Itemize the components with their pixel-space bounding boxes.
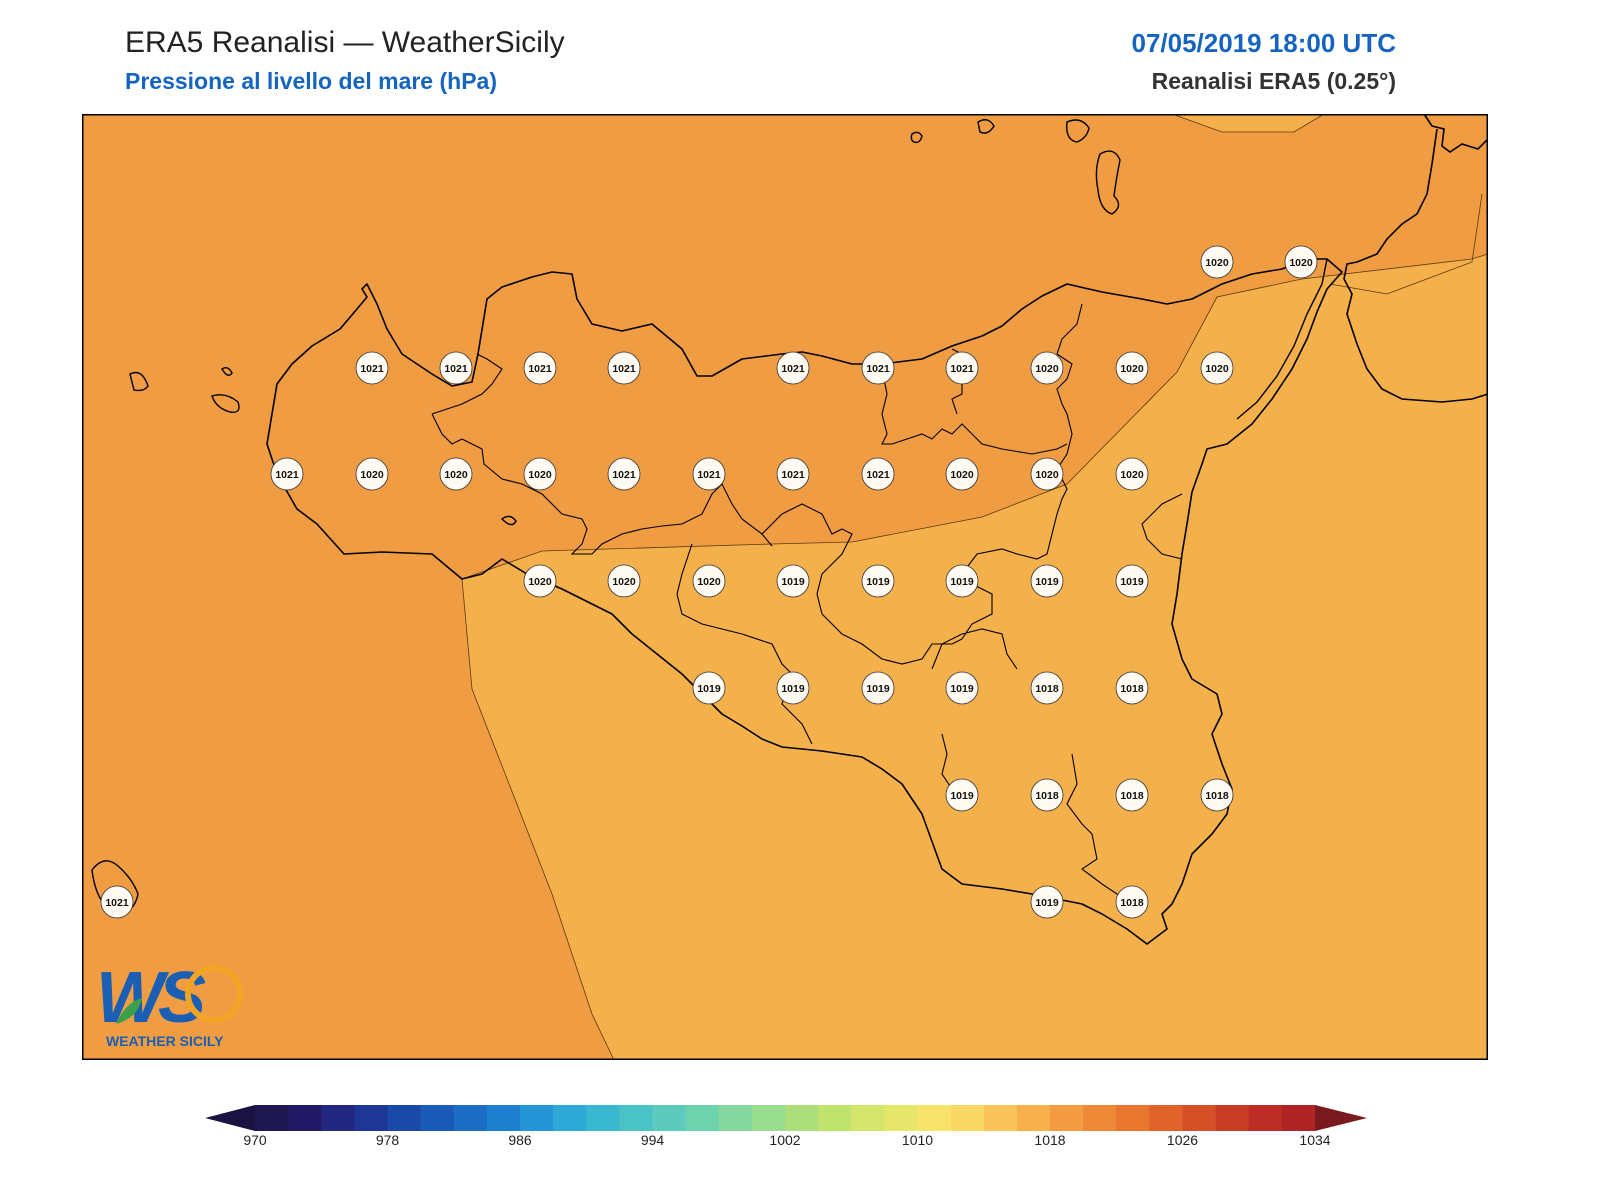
pressure-label: 1020 <box>528 576 552 588</box>
map-subtitle: Pressione al livello del mare (hPa) <box>125 68 497 95</box>
colorbar-swatch <box>255 1105 289 1131</box>
colorbar-swatch <box>984 1105 1018 1131</box>
colorbar-swatches <box>205 1105 1367 1131</box>
pressure-label: 1018 <box>1120 683 1144 695</box>
pressure-label: 1020 <box>360 469 384 481</box>
pressure-label: 1018 <box>1120 897 1144 909</box>
colorbar-swatch <box>1282 1105 1316 1131</box>
pressure-label: 1021 <box>105 897 129 909</box>
pressure-map: 1020 1020 1021 1021 1021 1021 1021 1021 1021 1020… <box>82 114 1488 1060</box>
pressure-label: 1021 <box>360 363 384 375</box>
colorbar-tick-label: 1002 <box>769 1132 800 1145</box>
colorbar-tick-label: 1010 <box>902 1132 933 1145</box>
pressure-label: 1021 <box>781 363 805 375</box>
pressure-label: 1018 <box>1205 790 1229 802</box>
colorbar-tick-label: 970 <box>243 1132 267 1145</box>
pressure-label: 1019 <box>866 576 890 588</box>
pressure-label: 1019 <box>950 683 974 695</box>
pressure-label: 1020 <box>612 576 636 588</box>
colorbar-swatch <box>354 1105 388 1131</box>
colorbar-swatch <box>1083 1105 1117 1131</box>
pressure-label: 1019 <box>950 790 974 802</box>
pressure-label: 1019 <box>1035 897 1059 909</box>
colorbar-swatch <box>619 1105 653 1131</box>
pressure-label: 1020 <box>1120 469 1144 481</box>
pressure-label: 1021 <box>781 469 805 481</box>
pressure-label: 1020 <box>1205 257 1229 269</box>
pressure-label: 1021 <box>866 363 890 375</box>
pressure-label: 1019 <box>781 576 805 588</box>
colorbar-swatch <box>487 1105 521 1131</box>
map-source: Reanalisi ERA5 (0.25°) <box>1152 68 1396 95</box>
pressure-label: 1020 <box>1289 257 1313 269</box>
map-datetime: 07/05/2019 18:00 UTC <box>1131 28 1396 59</box>
pressure-label: 1018 <box>1035 683 1059 695</box>
pressure-label: 1020 <box>1120 363 1144 375</box>
colorbar-swatch <box>388 1105 422 1131</box>
colorbar-ticks: 970 978 986 994 1002 1010 1018 1026 1034 <box>243 1132 1330 1145</box>
colorbar-swatch <box>1017 1105 1051 1131</box>
colorbar-swatch <box>1216 1105 1250 1131</box>
pressure-label: 1019 <box>866 683 890 695</box>
pressure-label: 1021 <box>950 363 974 375</box>
pressure-label: 1019 <box>781 683 805 695</box>
colorbar-swatch <box>288 1105 322 1131</box>
colorbar-tick-label: 994 <box>641 1132 665 1145</box>
colorbar-swatch <box>421 1105 455 1131</box>
colorbar-extend-low <box>205 1105 255 1131</box>
colorbar-swatch <box>520 1105 554 1131</box>
colorbar-swatch <box>1116 1105 1150 1131</box>
map-title: ERA5 Reanalisi — WeatherSicily <box>125 26 565 60</box>
colorbar-tick-label: 978 <box>376 1132 400 1145</box>
colorbar-swatch <box>851 1105 885 1131</box>
colorbar-swatch <box>951 1105 985 1131</box>
colorbar-swatch <box>454 1105 488 1131</box>
colorbar-swatch <box>719 1105 753 1131</box>
pressure-label: 1021 <box>866 469 890 481</box>
colorbar-swatch <box>686 1105 720 1131</box>
colorbar-swatch <box>1149 1105 1183 1131</box>
colorbar-tick-label: 1034 <box>1299 1132 1330 1145</box>
pressure-label: 1019 <box>1035 576 1059 588</box>
colorbar-swatch <box>918 1105 952 1131</box>
colorbar-swatch <box>321 1105 355 1131</box>
pressure-label: 1018 <box>1035 790 1059 802</box>
colorbar-swatch <box>1183 1105 1217 1131</box>
colorbar-swatch <box>586 1105 620 1131</box>
pressure-label: 1019 <box>1120 576 1144 588</box>
pressure-label: 1020 <box>1205 363 1229 375</box>
logo-text: WEATHER SICILY <box>106 1033 224 1049</box>
colorbar-tick-label: 1018 <box>1034 1132 1065 1145</box>
colorbar: 970 978 986 994 1002 1010 1018 1026 1034 <box>205 1105 1375 1145</box>
colorbar-swatch <box>553 1105 587 1131</box>
pressure-label: 1021 <box>612 363 636 375</box>
pressure-label: 1021 <box>612 469 636 481</box>
colorbar-swatch <box>818 1105 852 1131</box>
pressure-label: 1020 <box>697 576 721 588</box>
colorbar-tick-label: 1026 <box>1167 1132 1198 1145</box>
pressure-label: 1020 <box>1035 363 1059 375</box>
pressure-label: 1020 <box>528 469 552 481</box>
pressure-label: 1020 <box>1035 469 1059 481</box>
pressure-label: 1021 <box>697 469 721 481</box>
pressure-label: 1020 <box>444 469 468 481</box>
colorbar-swatch <box>752 1105 786 1131</box>
colorbar-swatch <box>1050 1105 1084 1131</box>
pressure-label: 1018 <box>1120 790 1144 802</box>
colorbar-tick-label: 986 <box>508 1132 532 1145</box>
colorbar-swatch <box>653 1105 687 1131</box>
pressure-label: 1021 <box>528 363 552 375</box>
pressure-label: 1019 <box>697 683 721 695</box>
pressure-label: 1020 <box>950 469 974 481</box>
colorbar-extend-high <box>1315 1105 1367 1131</box>
colorbar-swatch <box>785 1105 819 1131</box>
colorbar-swatch <box>1249 1105 1283 1131</box>
colorbar-swatch <box>884 1105 918 1131</box>
pressure-label: 1019 <box>950 576 974 588</box>
pressure-label: 1021 <box>275 469 299 481</box>
pressure-label: 1021 <box>444 363 468 375</box>
